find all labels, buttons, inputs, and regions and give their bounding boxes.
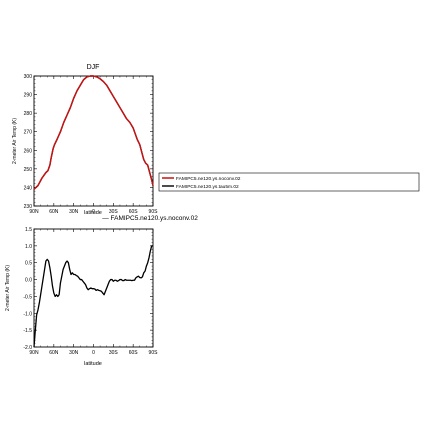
chart-top-legend: FAMIPC5.ne120.ys.noconv.02 FAMIPC5.ne120… [158,172,420,192]
x-tick-label: 30S [109,209,119,215]
y-tick-label: 1.0 [25,244,32,250]
x-tick-label: 60N [49,350,59,356]
x-tick-label: 60N [49,209,59,215]
legend-box [158,172,420,192]
y-tick-label: 290 [24,93,33,99]
x-tick-label: 90S [149,350,159,356]
chart-bottom-plot-frame [33,228,154,348]
chart-bottom-ticks [33,228,154,348]
chart-bottom-x-axis-label: latitude [84,361,102,367]
y-tick-label: 1.5 [25,227,32,233]
chart-bottom-series [33,245,153,348]
chart-bottom-y-tick-labels: -2.0 -1.5 -1.0 -0.5 0.0 0.5 1.0 1.5 [23,227,32,351]
y-tick-label: -1.5 [23,328,32,334]
chart-top-x-axis-label: latitude [84,210,102,216]
y-tick-label: -0.5 [23,294,32,300]
chart-top-x-tick-labels: 90N 60N 30N 0 30S 60S 90S [29,209,158,215]
chart-top-y-axis-label: 2-meter Air Temp (K) [12,118,18,164]
x-tick-label: 90S [149,209,159,215]
y-tick-label: 250 [24,167,33,173]
y-tick-label: 270 [24,130,33,136]
x-tick-label: 90N [29,350,39,356]
y-tick-label: 300 [24,74,33,80]
chart-top-series [33,75,154,190]
x-tick-label: 0 [92,209,95,215]
chart-top: DJF 230 240 250 260 270 280 290 300 90N 60N 30N 0 3… [12,64,158,216]
chart-top-y-tick-labels: 230 240 250 260 270 280 290 300 [24,74,33,210]
y-tick-label: 0.5 [25,261,32,267]
chart-bottom-x-tick-labels: 90N 60N 30N 0 30S 60S 90S [29,350,158,356]
x-tick-label: 30N [69,209,79,215]
chart-top-title: DJF [87,64,100,71]
x-tick-label: 60S [129,350,139,356]
x-tick-label: 90N [29,209,39,215]
chart-bottom-y-axis-label: 2-meter Air Temp (K) [5,265,11,311]
y-tick-label: 280 [24,111,33,117]
y-tick-label: -2.0 [23,345,32,351]
legend-entry-noconv: FAMIPC5.ne120.ys.noconv.02 [176,176,241,182]
x-tick-label: 30N [69,350,79,356]
series-line [33,245,153,348]
y-tick-label: 0.0 [25,278,32,284]
x-tick-label: 30S [109,350,119,356]
series-line [33,75,154,190]
x-tick-label: 0 [92,350,95,356]
y-tick-label: 240 [24,185,33,191]
y-tick-label: 260 [24,148,33,154]
legend-entry-tau5m: FAMIPC5.ne120.ys.tau5m.02 [176,184,239,190]
chart-bottom: — FAMIPC5.ne120.ys.noconv.02 -2.0 -1.5 -1.… [5,215,198,367]
y-tick-label: 230 [24,204,33,210]
x-tick-label: 60S [129,209,139,215]
chart-top-ticks [33,75,154,207]
chart-bottom-title: — FAMIPC5.ne120.ys.noconv.02 [102,215,198,222]
y-tick-label: -1.0 [23,311,32,317]
chart-top-plot-frame [33,75,154,207]
